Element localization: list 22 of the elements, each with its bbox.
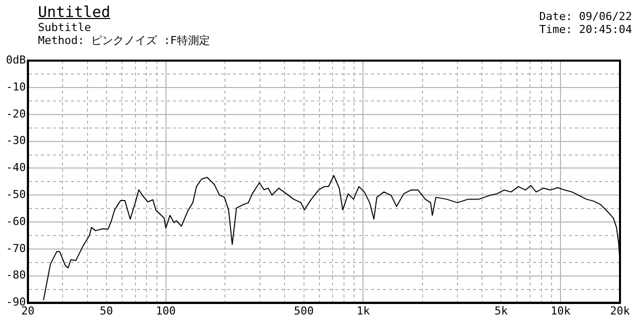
- y-tick-label: -70: [6, 242, 26, 255]
- chart-subtitle: Subtitle: [38, 21, 92, 34]
- x-tick-label: 100: [156, 304, 176, 318]
- x-tick-label: 20: [21, 304, 34, 318]
- x-tick-label: 20k: [610, 304, 630, 318]
- x-tick-label: 10k: [550, 304, 571, 318]
- x-tick-label: 1k: [356, 304, 370, 318]
- text: Method: ピンクノイズ :F特測定: [38, 34, 210, 47]
- text: Time: 20:45:04: [539, 23, 632, 36]
- y-tick-label: -10: [6, 80, 26, 94]
- y-tick-label: -20: [6, 107, 26, 120]
- y-tick-label: -40: [6, 161, 26, 174]
- y-tick-label: -60: [6, 214, 26, 228]
- x-tick-label: 50: [100, 304, 114, 318]
- text: Date: 09/06/22: [539, 10, 632, 23]
- y-tick-label: -50: [6, 188, 26, 202]
- y-tick-label: -80: [6, 268, 26, 282]
- y-tick-label: -30: [6, 134, 26, 148]
- chart-title: Untitled: [38, 3, 112, 21]
- x-tick-label: 5k: [494, 304, 508, 318]
- y-tick-label: 0dB: [6, 53, 26, 66]
- x-tick-label: 500: [294, 304, 314, 318]
